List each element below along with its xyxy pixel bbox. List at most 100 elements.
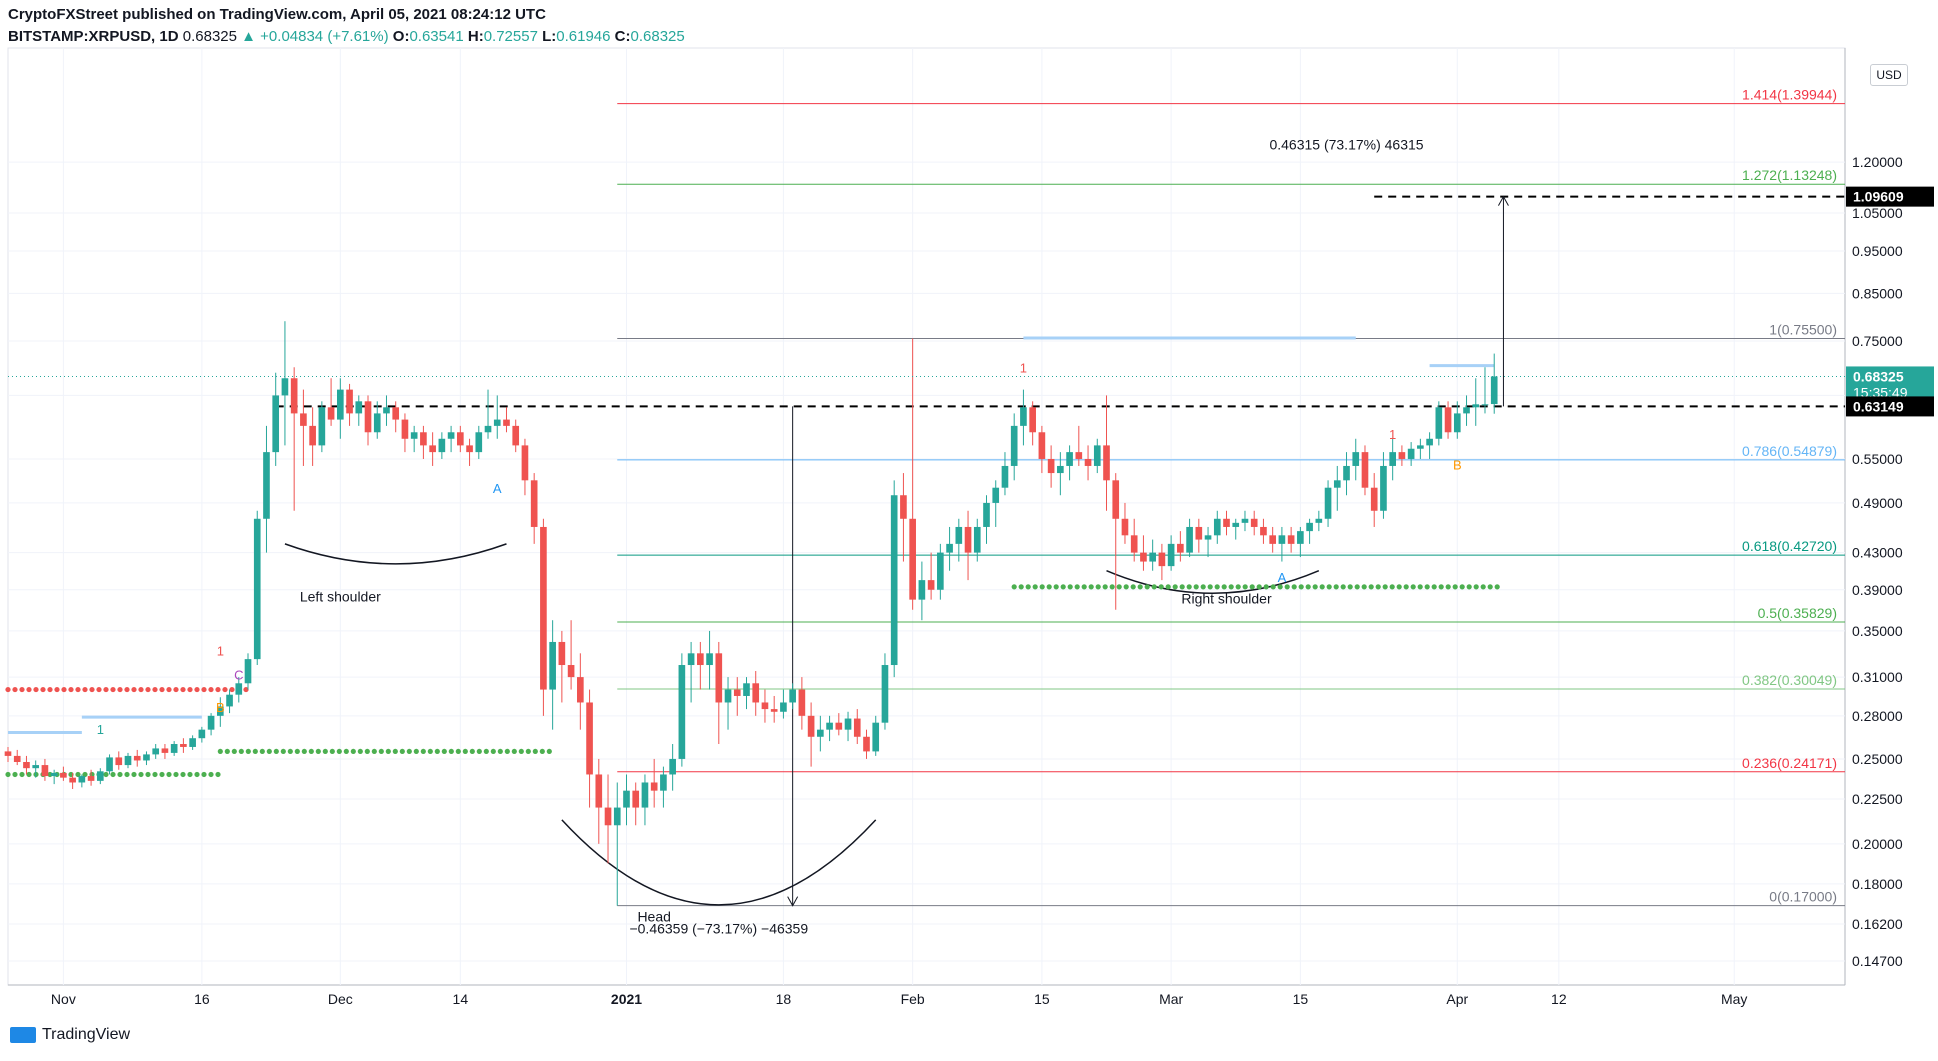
pattern-annotation: Right shoulder: [1181, 591, 1272, 607]
candle-body: [466, 445, 473, 453]
candle-body: [853, 718, 861, 737]
candle-body: [964, 526, 972, 553]
publish-info: CryptoFXStreet published on TradingView.…: [8, 6, 546, 23]
candle-body: [272, 395, 280, 453]
support-dots: [159, 771, 165, 778]
candle-body: [733, 689, 741, 696]
candle-body: [1130, 535, 1138, 553]
support-dots: [1298, 584, 1304, 590]
candle-body: [1057, 465, 1064, 474]
candle-body: [23, 761, 30, 769]
candle-body: [1232, 522, 1240, 527]
signal-marker: A: [493, 481, 502, 496]
currency-button[interactable]: USD: [1870, 64, 1908, 86]
price-change: ▲ +0.04834 (+7.61%): [241, 28, 389, 45]
resistance-dots: [40, 686, 46, 693]
candle-body: [706, 653, 713, 666]
candle-body: [1093, 445, 1101, 466]
candle-body: [586, 702, 593, 775]
resistance-dots: [215, 686, 221, 693]
support-dots: [308, 748, 314, 755]
fib-level-label: 0.618(0.42720): [1742, 538, 1837, 554]
candle-body: [447, 432, 455, 439]
candle-body: [955, 526, 963, 544]
candle-body: [503, 419, 510, 426]
candle-body: [143, 754, 150, 761]
support-dots: [1410, 584, 1416, 590]
candle-body: [493, 419, 501, 426]
right-shoulder-arc: [1106, 570, 1320, 594]
support-dots: [357, 748, 363, 755]
support-dots: [124, 771, 130, 778]
candle-body: [844, 718, 852, 730]
support-dots: [1382, 584, 1388, 590]
candle-body: [512, 425, 520, 446]
support-dots: [1151, 584, 1157, 590]
candle-body: [1177, 543, 1184, 553]
y-tick-label: 0.16200: [1852, 916, 1903, 932]
resistance-dots: [166, 686, 172, 693]
candle-body: [318, 407, 326, 446]
arrow-head-up: [1498, 195, 1509, 206]
support-dots: [1326, 584, 1332, 590]
candle-body: [1417, 445, 1424, 449]
resistance-dots: [131, 686, 137, 693]
support-dots: [1354, 584, 1360, 590]
support-dots: [1123, 584, 1129, 590]
support-dots: [1130, 584, 1136, 590]
candle-body: [364, 401, 372, 433]
candle-body: [660, 774, 667, 791]
support-dots: [1109, 584, 1115, 590]
candle-body: [798, 689, 806, 716]
y-tick-label: 0.95000: [1852, 243, 1903, 259]
support-dots: [1480, 584, 1486, 590]
candle-body: [1370, 487, 1378, 511]
support-dots: [194, 771, 200, 778]
support-dots: [1095, 584, 1101, 590]
candle-body: [1112, 480, 1120, 519]
candle-body: [1223, 518, 1230, 527]
candle-body: [678, 665, 686, 759]
candle-body: [558, 641, 566, 666]
candle-body: [152, 748, 160, 755]
price-axis-label: 1.09609: [1853, 189, 1904, 205]
support-dots: [441, 748, 447, 755]
support-dots: [364, 748, 370, 755]
support-dots: [259, 748, 265, 755]
candle-body: [420, 432, 427, 446]
support-dots: [1452, 584, 1458, 590]
candle-body: [13, 755, 21, 762]
x-tick-label: 2021: [611, 991, 642, 1007]
tradingview-logo[interactable]: TradingView: [10, 1026, 130, 1044]
support-dots: [343, 748, 349, 755]
support-dots: [103, 771, 109, 778]
candle-body: [69, 777, 76, 783]
support-dots: [1396, 584, 1402, 590]
support-dots: [1270, 584, 1276, 590]
support-dots: [1473, 584, 1479, 590]
support-dots: [518, 748, 524, 755]
candle-body: [4, 751, 12, 756]
candle-body: [807, 715, 815, 737]
support-dots: [166, 771, 172, 778]
candle-body: [604, 807, 612, 826]
signal-marker: 1: [1389, 427, 1396, 442]
resistance-dots: [208, 686, 214, 693]
candle-body: [1472, 404, 1480, 408]
candle-body: [1241, 518, 1249, 523]
candle-body: [1195, 526, 1203, 540]
candle-body: [1361, 452, 1369, 488]
candle-body: [1121, 518, 1129, 536]
candle-body: [890, 495, 898, 666]
fib-level-label: 1(0.75500): [1769, 321, 1837, 337]
candle-body: [1103, 445, 1110, 481]
candle-body: [752, 683, 760, 703]
y-tick-label: 0.85000: [1852, 285, 1903, 301]
candle-body: [1453, 413, 1461, 433]
y-tick-label: 0.35000: [1852, 623, 1903, 639]
support-dots: [217, 748, 223, 755]
fib-level-label: 0(0.17000): [1769, 889, 1837, 905]
candle-body: [198, 729, 206, 739]
x-tick-label: Mar: [1159, 991, 1183, 1007]
